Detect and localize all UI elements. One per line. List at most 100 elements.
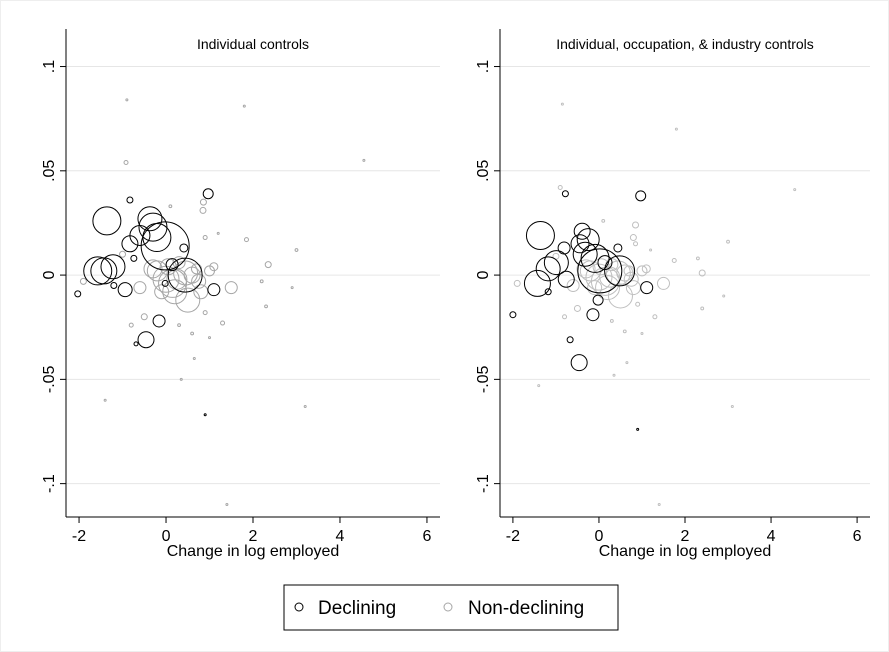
data-point bbox=[303, 404, 307, 408]
y-tick-label: 0 bbox=[41, 271, 58, 280]
x-tick-label: -2 bbox=[506, 528, 520, 545]
legend-symbol bbox=[443, 602, 453, 612]
data-point bbox=[557, 270, 575, 288]
data-point bbox=[202, 235, 208, 241]
data-point bbox=[566, 336, 574, 344]
data-point bbox=[216, 231, 220, 235]
data-point bbox=[722, 294, 726, 298]
data-point bbox=[576, 228, 600, 252]
data-point bbox=[137, 331, 155, 349]
data-point bbox=[570, 354, 588, 372]
data-point bbox=[125, 98, 129, 102]
data-point bbox=[525, 220, 555, 250]
data-point bbox=[587, 280, 603, 296]
data-point bbox=[561, 190, 569, 198]
data-point bbox=[557, 241, 571, 255]
data-point bbox=[161, 279, 169, 287]
data-point bbox=[243, 237, 249, 243]
y-tick-label: .05 bbox=[475, 160, 492, 182]
data-point bbox=[137, 206, 163, 232]
data-point bbox=[612, 373, 616, 377]
data-point bbox=[535, 256, 561, 282]
data-point bbox=[117, 282, 133, 298]
data-point bbox=[656, 276, 670, 290]
data-point bbox=[290, 286, 294, 290]
data-point bbox=[625, 361, 629, 365]
data-point bbox=[640, 331, 644, 335]
data-point bbox=[138, 212, 168, 242]
data-point bbox=[698, 269, 706, 277]
data-point bbox=[199, 206, 207, 214]
data-point bbox=[700, 306, 705, 311]
data-point bbox=[110, 282, 118, 290]
data-point bbox=[695, 256, 700, 261]
data-point bbox=[220, 320, 226, 326]
data-point bbox=[167, 257, 203, 293]
data-point bbox=[158, 268, 188, 298]
x-axis-label: Change in log employed bbox=[167, 543, 340, 560]
data-point bbox=[133, 281, 147, 295]
data-point bbox=[537, 384, 541, 388]
data-point bbox=[90, 257, 118, 285]
chart-title: Individual controls bbox=[197, 36, 309, 52]
data-point bbox=[242, 104, 246, 108]
data-point bbox=[730, 404, 734, 408]
data-point bbox=[179, 243, 189, 253]
data-point bbox=[577, 248, 623, 294]
data-point bbox=[671, 257, 677, 263]
data-point bbox=[224, 281, 238, 295]
data-point bbox=[202, 310, 208, 316]
x-tick-label: 4 bbox=[336, 528, 345, 545]
data-point bbox=[133, 341, 139, 347]
data-point bbox=[640, 281, 654, 295]
data-point bbox=[580, 243, 610, 273]
data-point bbox=[130, 254, 138, 262]
data-point bbox=[597, 255, 613, 271]
data-point bbox=[726, 239, 730, 244]
legend-label: Non-declining bbox=[468, 598, 584, 619]
legend-label: Declining bbox=[318, 598, 396, 619]
data-point bbox=[264, 261, 272, 269]
x-tick-label: 0 bbox=[162, 528, 171, 545]
data-point bbox=[92, 206, 122, 236]
y-tick-label: -.1 bbox=[475, 474, 492, 493]
data-point bbox=[793, 188, 797, 192]
data-point bbox=[175, 287, 201, 313]
panel: .1 .05 0 -.05 -.1 -2 0 2 4 6 Individual, occupatio… bbox=[475, 29, 870, 560]
x-tick-label: 6 bbox=[423, 528, 432, 545]
data-point bbox=[586, 308, 600, 322]
x-tick-label: 4 bbox=[767, 528, 776, 545]
data-point bbox=[601, 218, 606, 223]
y-tick-label: .1 bbox=[41, 60, 58, 73]
data-point bbox=[103, 398, 107, 402]
data-point bbox=[143, 259, 163, 279]
x-axis-label: Change in log employed bbox=[599, 543, 772, 560]
data-point bbox=[177, 323, 181, 328]
data-point bbox=[636, 265, 648, 277]
data-point bbox=[613, 243, 623, 253]
data-point bbox=[100, 254, 126, 280]
legend-symbol bbox=[294, 602, 304, 612]
data-point bbox=[573, 304, 581, 312]
data-point bbox=[544, 288, 552, 296]
data-point bbox=[294, 248, 299, 252]
data-point bbox=[74, 290, 82, 298]
data-point bbox=[199, 198, 207, 206]
data-point bbox=[126, 196, 134, 204]
data-point bbox=[362, 158, 366, 162]
data-point bbox=[166, 268, 188, 290]
data-point bbox=[209, 262, 219, 272]
y-tick-label: -.1 bbox=[41, 474, 58, 493]
data-point bbox=[609, 319, 614, 323]
y-tick-label: -.05 bbox=[41, 365, 58, 393]
data-point bbox=[128, 322, 134, 328]
data-point bbox=[523, 269, 551, 297]
x-tick-label: 2 bbox=[681, 528, 690, 545]
data-point bbox=[140, 313, 148, 321]
data-point bbox=[264, 304, 268, 309]
data-point bbox=[208, 336, 212, 340]
data-point bbox=[179, 377, 183, 381]
data-point bbox=[572, 241, 598, 267]
